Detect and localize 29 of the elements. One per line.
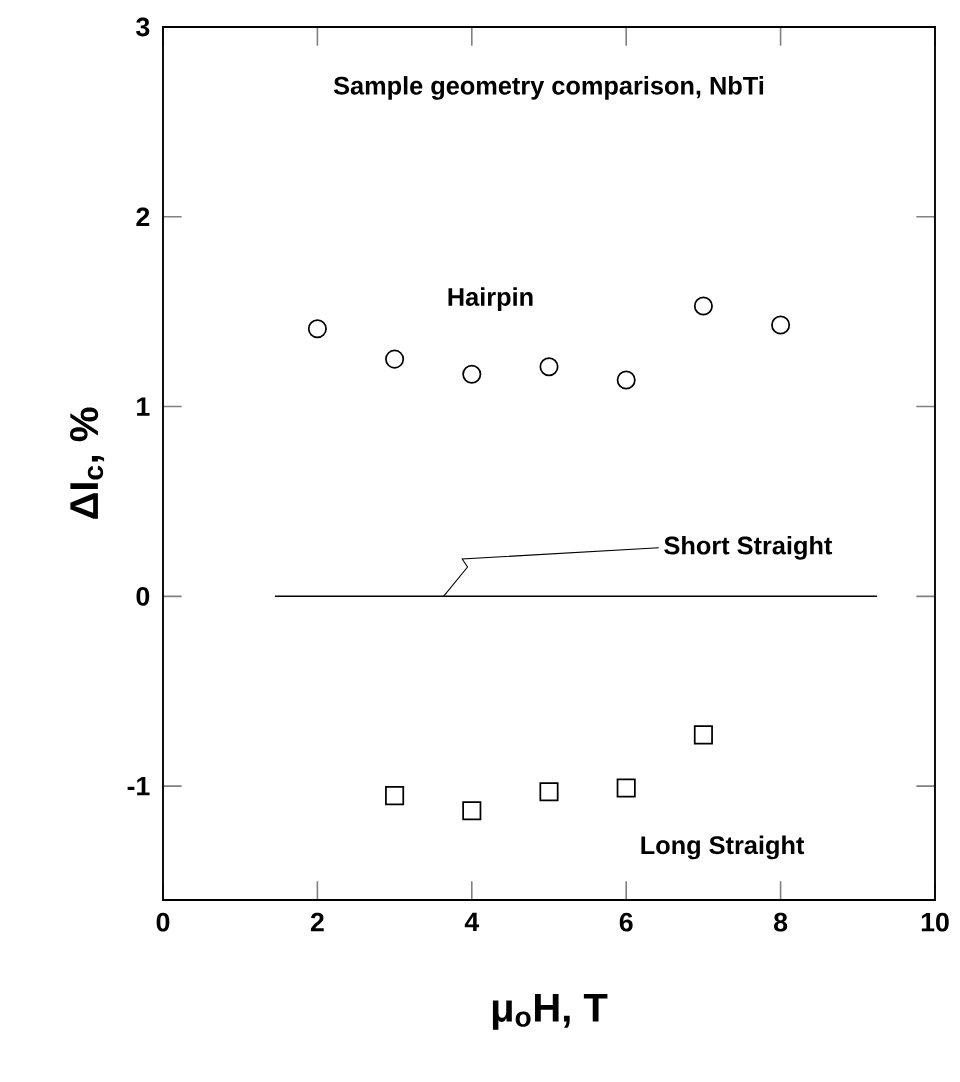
point: [771, 315, 791, 335]
x-axis-title: μ$_{o}$H, T: [492, 994, 608, 1030]
point: [385, 349, 405, 369]
point: [539, 782, 559, 802]
point: [616, 370, 636, 390]
series-label: Hairpin: [448, 287, 533, 311]
y-tick-label: 3: [136, 17, 150, 37]
series-label: Long Straight: [641, 835, 805, 860]
point: [693, 725, 713, 745]
y-tick-label: 1: [137, 397, 150, 416]
y-tick-label: -1: [127, 776, 150, 796]
x-tick-label: 4: [464, 912, 480, 932]
point: [539, 357, 559, 377]
x-tick-label: 8: [774, 912, 788, 932]
text: Sample geometry comparison, NbTi: [333, 76, 764, 100]
point: [462, 801, 482, 821]
point: [616, 778, 636, 798]
point: [385, 786, 405, 806]
x-tick-label: 6: [619, 912, 633, 932]
y-axis-title: ΔI$_{c}$, %: [70, 407, 105, 519]
x-tick-label: 10: [921, 912, 949, 932]
point: [307, 319, 327, 339]
x-tick-label: 2: [310, 912, 324, 932]
point: [462, 364, 482, 384]
y-tick-label: 2: [136, 207, 150, 227]
series-label: Short Straight: [664, 535, 833, 560]
y-tick-label: 0: [136, 586, 150, 606]
x-tick-label: 0: [156, 912, 170, 932]
point: [693, 296, 713, 316]
